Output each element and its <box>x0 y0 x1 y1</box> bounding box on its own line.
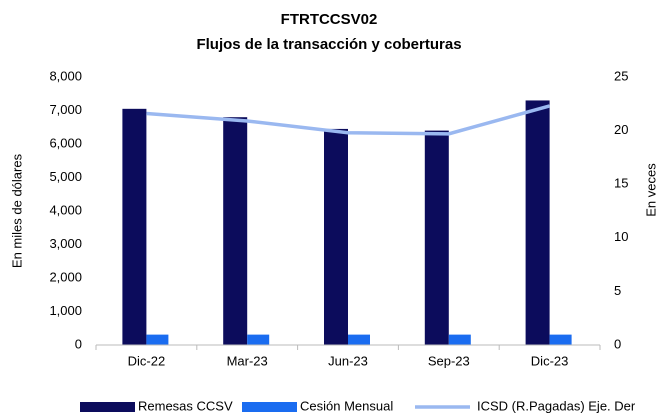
y2-axis-label: En veces <box>643 163 658 217</box>
y-tick-label: 8,000 <box>49 68 82 83</box>
y-tick-label: 6,000 <box>49 135 82 150</box>
legend-label: Cesión Mensual <box>300 398 393 413</box>
bar <box>223 117 248 345</box>
bar <box>122 108 147 345</box>
y2-tick-label: 20 <box>614 122 628 137</box>
y2-tick-label: 10 <box>614 229 628 244</box>
y-tick-label: 3,000 <box>49 236 82 251</box>
y-tick-label: 2,000 <box>49 269 82 284</box>
y2-tick-label: 5 <box>614 283 621 298</box>
y-tick-label: 5,000 <box>49 169 82 184</box>
y-tick-label: 0 <box>75 336 82 351</box>
legend-label: Remesas CCSV <box>138 398 233 413</box>
y2-tick-label: 0 <box>614 336 621 351</box>
bar <box>247 334 270 345</box>
chart-title: FTRTCCSV02 <box>281 11 378 28</box>
y2-tick-label: 15 <box>614 176 628 191</box>
legend-swatch <box>242 402 297 412</box>
legend-label: ICSD (R.Pagadas) Eje. Der <box>477 398 636 413</box>
y-tick-label: 1,000 <box>49 303 82 318</box>
x-tick-label: Mar-23 <box>227 353 268 368</box>
legend-swatch <box>80 402 135 412</box>
bar <box>525 100 550 345</box>
y-tick-label: 7,000 <box>49 102 82 117</box>
y-tick-label: 4,000 <box>49 202 82 217</box>
bar <box>448 334 471 345</box>
x-tick-label: Dic-22 <box>128 353 166 368</box>
line <box>146 104 551 136</box>
bar <box>146 334 169 345</box>
bar <box>549 334 572 345</box>
bar <box>424 130 449 345</box>
y-axis-label: En miles de dólares <box>9 153 24 268</box>
bar <box>348 334 370 345</box>
x-tick-label: Dic-23 <box>531 353 569 368</box>
chart-subtitle: Flujos de la transacción y coberturas <box>196 36 461 53</box>
x-tick-label: Sep-23 <box>428 353 470 368</box>
bar <box>324 128 348 345</box>
x-tick-label: Jun-23 <box>328 353 368 368</box>
y2-tick-label: 25 <box>614 68 628 83</box>
